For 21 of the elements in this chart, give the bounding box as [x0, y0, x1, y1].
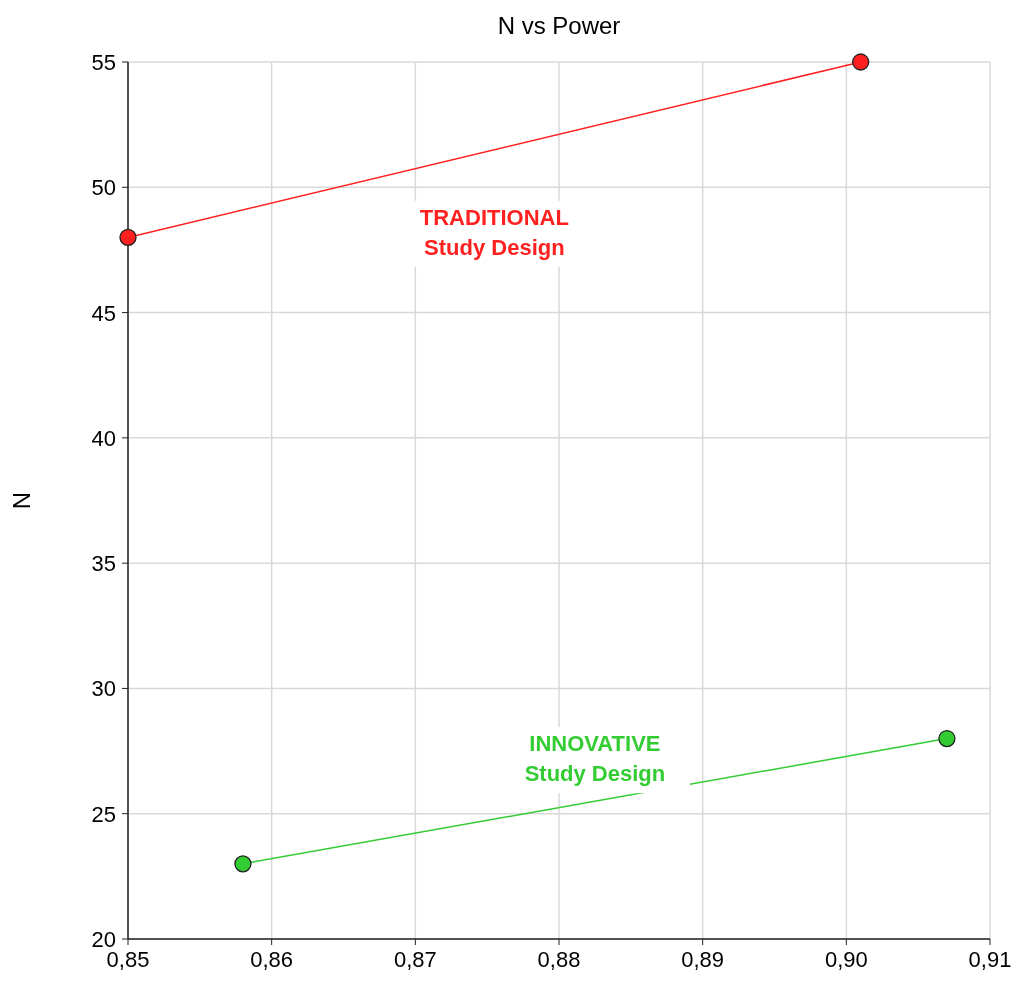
x-tick-label: 0,89	[681, 947, 725, 972]
chart-title: N vs Power	[497, 12, 621, 39]
x-tick-label: 0,90	[824, 947, 868, 972]
point	[119, 228, 137, 247]
y-tick-label: 25	[91, 801, 116, 827]
y-tick-label: 50	[91, 175, 116, 201]
y-tick-label: 55	[91, 50, 116, 75]
x-tick-label: 0,87	[393, 947, 437, 972]
point	[234, 855, 252, 873]
series-label: TRADITIONAL Study Design	[419, 204, 569, 260]
y-tick-label: 45	[91, 300, 116, 326]
y-tick-label: 30	[91, 676, 116, 702]
point	[852, 53, 870, 71]
x-tick-label: 0,88	[537, 947, 581, 972]
y-tick-label: 40	[91, 425, 116, 451]
x-tick-label: 0,91	[968, 947, 1012, 972]
y-axis-title: N	[8, 491, 35, 510]
point	[938, 729, 956, 748]
y-tick-label: 35	[91, 551, 116, 577]
series-label: INNOVATIVE Study Design	[524, 731, 666, 787]
x-tick-label: 0,86	[250, 947, 294, 972]
